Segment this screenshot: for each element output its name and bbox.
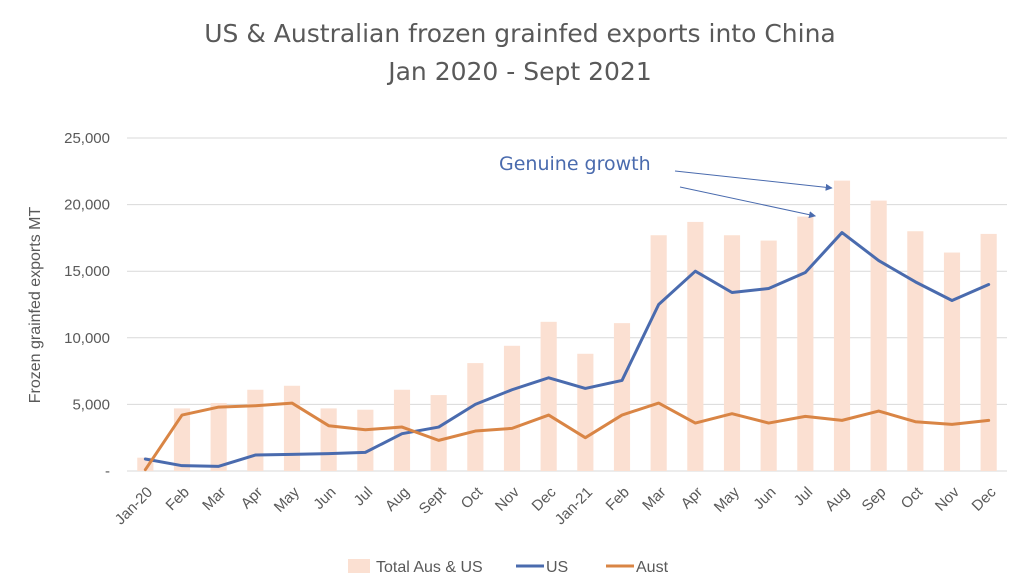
legend-label: Total Aus & US <box>376 559 483 576</box>
x-tick-label: Oct <box>458 483 487 512</box>
bar-total-aus-us <box>613 323 631 471</box>
bar-total-aus-us <box>907 231 924 471</box>
line-series <box>143 231 991 472</box>
x-tick-label: Nov <box>932 483 963 514</box>
x-axis-ticks: Jan-20 Feb Mar Apr May Jun Jul Aug Sept Oct Nov Dec… <box>112 483 1000 528</box>
bar-total-aus-us <box>687 221 704 471</box>
bar-total-aus-us <box>393 389 411 471</box>
bar-total-aus-us <box>247 389 264 471</box>
legend-label: US <box>546 559 568 576</box>
bar-total-aus-us <box>283 385 301 471</box>
legend-label: Aust <box>636 559 669 576</box>
x-tick-label: Jun <box>750 484 779 513</box>
bar-total-aus-us <box>797 216 814 471</box>
chart-subtitle: Jan 2020 - Sept 2021 <box>386 57 652 86</box>
x-tick-label: Jul <box>351 484 377 510</box>
x-tick-label: May <box>711 483 743 515</box>
x-tick-label: Aug <box>822 484 853 515</box>
bar-total-aus-us <box>540 321 557 471</box>
bar-total-aus-us <box>577 353 594 471</box>
legend: Total Aus & US US Aust <box>348 559 669 576</box>
bar-total-aus-us <box>980 233 997 471</box>
x-tick-label: Jan-21 <box>552 484 596 528</box>
y-tick-label: 15,000 <box>64 263 110 280</box>
x-tick-label: Dec <box>529 483 560 514</box>
x-tick-label: Apr <box>238 484 267 513</box>
bar-total-aus-us <box>760 240 777 471</box>
x-tick-label: May <box>271 483 303 515</box>
x-tick-label: Mar <box>639 484 669 514</box>
y-tick-label: 25,000 <box>64 130 110 147</box>
bar-series <box>137 180 997 471</box>
y-tick-label: - <box>105 463 110 480</box>
bar-total-aus-us <box>210 403 227 471</box>
x-tick-label: Jan-20 <box>112 484 156 528</box>
x-tick-label: Jul <box>791 484 817 510</box>
bar-total-aus-us <box>467 363 484 471</box>
bar-total-aus-us <box>650 235 667 471</box>
annotation-arrow <box>674 170 833 191</box>
line-us <box>143 231 991 468</box>
bar-total-aus-us <box>430 395 447 471</box>
x-tick-label: Mar <box>199 484 229 514</box>
line-aust <box>143 401 991 472</box>
x-tick-label: Sep <box>859 484 890 515</box>
bar-total-aus-us <box>320 408 337 471</box>
x-tick-label: Jun <box>310 484 339 513</box>
x-tick-label: Feb <box>163 484 193 514</box>
x-tick-label: Sept <box>416 483 450 517</box>
annotation-arrow <box>679 186 817 219</box>
bar-total-aus-us <box>943 252 961 471</box>
bar-total-aus-us <box>870 200 887 471</box>
y-tick-label: 5,000 <box>72 396 110 413</box>
annotations: Genuine growth <box>499 153 833 219</box>
x-tick-label: Nov <box>492 483 523 514</box>
y-tick-label: 10,000 <box>64 330 110 347</box>
x-tick-label: Dec <box>969 483 1000 514</box>
bar-total-aus-us <box>357 409 374 471</box>
legend-swatch <box>348 559 370 573</box>
annotation-genuine-growth: Genuine growth <box>499 153 651 175</box>
x-tick-label: Apr <box>678 484 707 513</box>
bar-total-aus-us <box>173 408 191 471</box>
y-axis-ticks: - 5,000 10,000 15,000 20,000 25,000 <box>64 130 110 480</box>
chart-title: US & Australian frozen grainfed exports … <box>204 19 836 48</box>
y-axis-label: Frozen grainfed exports MT <box>27 207 44 404</box>
x-tick-label: Oct <box>898 483 927 512</box>
y-tick-label: 20,000 <box>64 197 110 214</box>
x-tick-label: Feb <box>603 484 633 514</box>
bar-total-aus-us <box>503 345 521 471</box>
bar-total-aus-us <box>833 180 851 471</box>
x-tick-label: Aug <box>382 484 413 515</box>
bar-total-aus-us <box>723 235 741 471</box>
